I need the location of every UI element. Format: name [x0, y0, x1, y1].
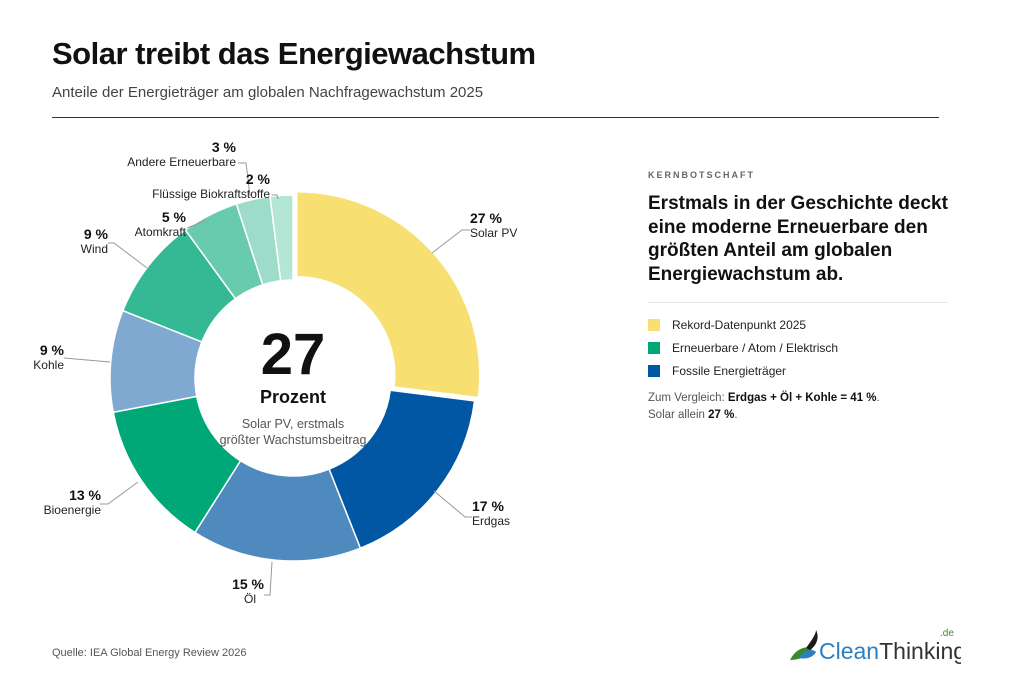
- leader-fluessige: [272, 194, 279, 200]
- legend-swatch: [648, 364, 660, 377]
- legend-item-fossil: Fossile Energieträger: [648, 363, 948, 378]
- legend-item-record: Rekord-Datenpunkt 2025: [648, 317, 948, 332]
- leader-erdgas: [433, 490, 472, 518]
- leader-wind: [108, 242, 148, 269]
- cleanthinking-logo: CleanThinking .de: [790, 628, 961, 664]
- center-value: 27: [260, 322, 326, 387]
- donut-center: 27 Prozent Solar PV, erstmals größter Wac…: [193, 325, 393, 448]
- leader-atomkraft: [186, 219, 208, 229]
- title-divider: [52, 117, 939, 118]
- panel-divider: [648, 302, 948, 303]
- leader-andere: [238, 162, 251, 197]
- center-unit: Prozent: [259, 387, 326, 407]
- donut-chart: 27 % Solar PV 17 % Erdgas 15 % Öl 13 % Bioen…: [34, 130, 594, 620]
- leader-oel: [264, 561, 273, 596]
- legend-swatch: [648, 318, 660, 331]
- legend-swatch: [648, 341, 660, 354]
- slice-solar-pv: [296, 190, 481, 399]
- label-atomkraft: 5 % Atomkraft: [134, 209, 186, 240]
- svg-text:.de: .de: [940, 628, 954, 639]
- source-note: Quelle: IEA Global Energy Review 2026: [52, 647, 247, 659]
- center-desc: Solar PV, erstmals größter Wachstumsbeitr…: [219, 417, 367, 447]
- leader-bioenergie: [100, 481, 139, 505]
- slice-erdgas: [328, 389, 476, 550]
- donut-svg: [63, 162, 481, 596]
- label-solar: 27 % Solar PV: [470, 210, 518, 241]
- legend-item-renewables: Erneuerbare / Atom / Elektrisch: [648, 340, 948, 355]
- label-fluessige: 2 % Flüssige Biokraftstoffe: [152, 171, 270, 202]
- label-erdgas: 17 % Erdgas: [472, 498, 511, 529]
- key-message-panel: KERNBOTSCHAFT Erstmals in der Geschichte…: [648, 170, 948, 424]
- label-oel: 15 % Öl: [232, 576, 264, 607]
- comparison-note: Zum Vergleich: Erdgas + Öl + Kohle = 41 …: [648, 392, 880, 421]
- leader-solar: [431, 229, 470, 254]
- slice-flüssige-biokraftstoffe: [269, 194, 294, 282]
- svg-text:CleanThinking: CleanThinking: [819, 638, 961, 664]
- leader-kohle: [63, 357, 111, 363]
- label-kohle: 9 % Kohle: [34, 342, 64, 373]
- panel-kicker: KERNBOTSCHAFT: [648, 170, 755, 180]
- page-subtitle: Anteile der Energieträger am globalen Na…: [52, 84, 484, 101]
- panel-headline: Erstmals in der Geschichte deckt eine mo…: [648, 193, 948, 285]
- label-bioenergie: 13 % Bioenergie: [43, 487, 101, 518]
- page-title: Solar treibt das Energiewachstum: [52, 36, 536, 71]
- label-wind: 9 % Wind: [80, 226, 108, 257]
- label-andere: 3 % Andere Erneuerbare: [127, 139, 236, 170]
